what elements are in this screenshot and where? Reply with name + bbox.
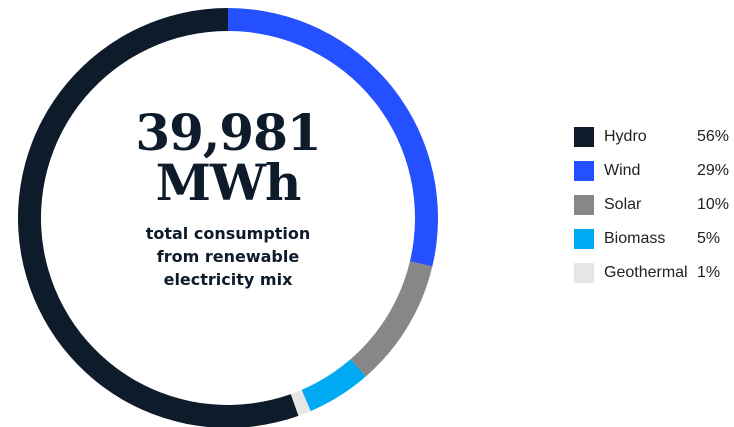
legend-swatch-solar: [574, 195, 594, 215]
legend-value-solar: 10%: [697, 196, 730, 213]
legend-item-biomass: Biomass 5%: [574, 222, 729, 256]
legend-item-wind: Wind 29%: [574, 154, 729, 188]
donut-center-label: 39,981 MWh total consumption from renewa…: [78, 108, 378, 291]
chart-legend: Hydro 56% Wind 29% Solar 10% Biomass 5% Geotherm…: [574, 120, 729, 290]
caption-line-1: total consumption: [145, 224, 311, 243]
total-unit: MWh: [155, 153, 302, 212]
legend-label-hydro: Hydro: [604, 128, 647, 145]
donut-chart: [18, 8, 438, 427]
legend-label-biomass: Biomass: [604, 230, 666, 247]
slice-wind: [228, 8, 438, 267]
legend-label-wind: Wind: [604, 162, 641, 179]
legend-swatch-hydro: [574, 127, 594, 147]
caption-line-3: electricity mix: [163, 270, 293, 289]
slice-solar: [350, 261, 433, 377]
caption-line-2: from renewable: [156, 247, 300, 266]
slice-biomass: [301, 359, 366, 412]
legend-swatch-geothermal: [574, 263, 594, 283]
legend-item-hydro: Hydro 56%: [574, 120, 729, 154]
legend-label-geothermal: Geothermal: [604, 264, 688, 281]
legend-item-geothermal: Geothermal 1%: [574, 256, 729, 290]
legend-value-geothermal: 1%: [697, 264, 721, 281]
legend-item-solar: Solar 10%: [574, 188, 729, 222]
legend-value-hydro: 56%: [697, 128, 730, 145]
legend-label-solar: Solar: [604, 196, 642, 213]
total-caption: total consumption from renewable electri…: [78, 222, 378, 291]
legend-swatch-wind: [574, 161, 594, 181]
legend-value-wind: 29%: [697, 162, 730, 179]
slice-geothermal: [290, 389, 311, 416]
legend-value-biomass: 5%: [697, 230, 721, 247]
legend-swatch-biomass: [574, 229, 594, 249]
total-value: 39,981: [135, 103, 321, 162]
